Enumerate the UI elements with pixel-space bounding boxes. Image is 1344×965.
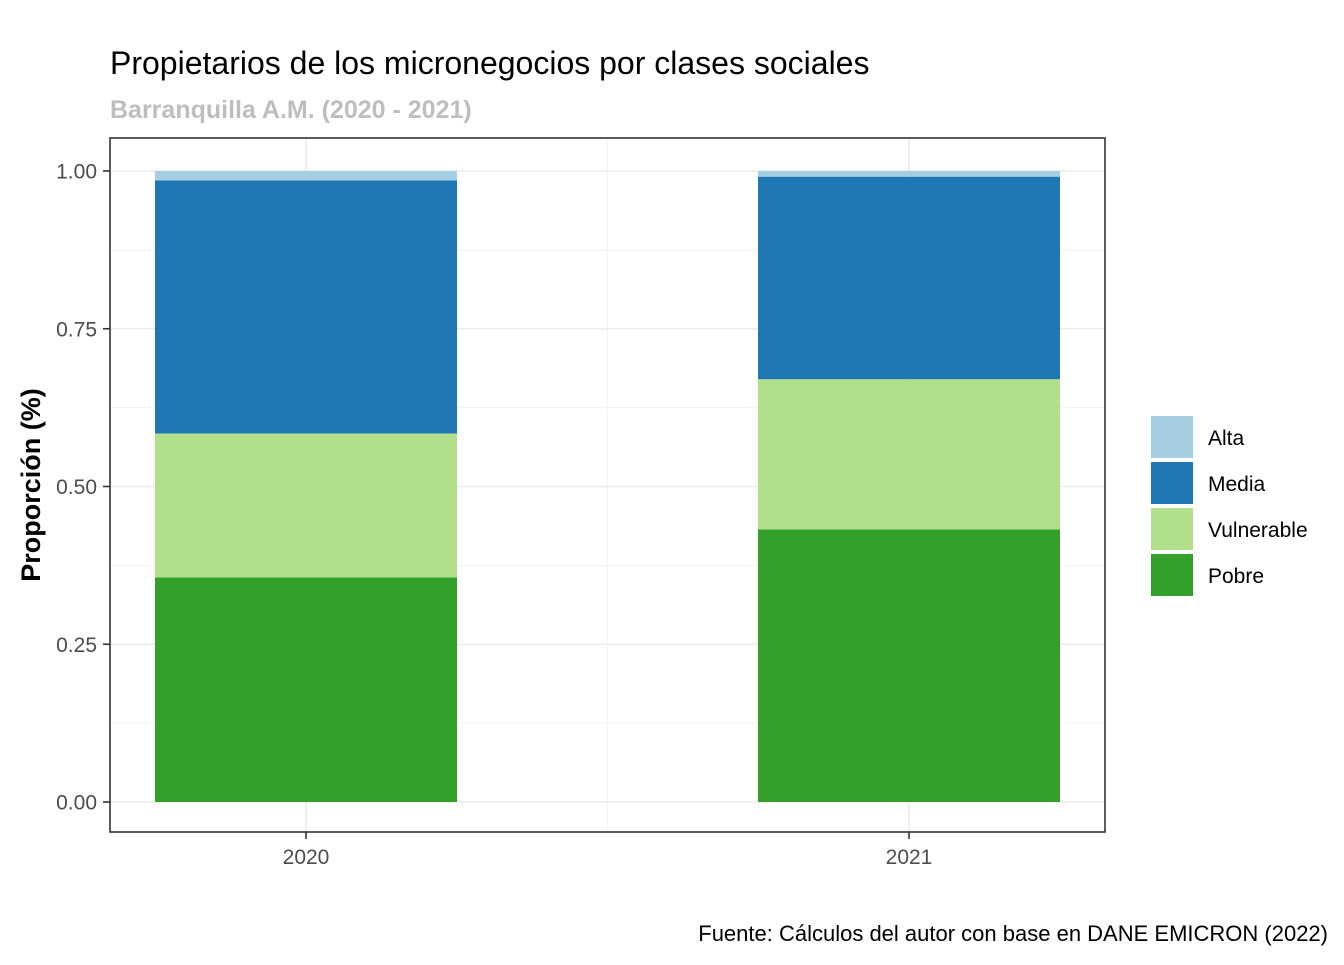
chart-caption: Fuente: Cálculos del autor con base en D… — [698, 921, 1328, 946]
y-tick-label: 0.75 — [56, 318, 97, 341]
legend-key-alta — [1151, 416, 1193, 458]
x-tick-label: 2020 — [283, 846, 330, 869]
bar-segment-vulnerable-2021 — [758, 379, 1060, 530]
legend-key-media — [1151, 462, 1193, 504]
legend-label-pobre: Pobre — [1208, 565, 1264, 588]
bar-segment-pobre-2021 — [758, 529, 1060, 802]
y-tick-label: 0.25 — [56, 634, 97, 657]
bars-layer — [155, 171, 1060, 802]
bar-segment-alta-2020 — [155, 171, 457, 181]
axes-layer: 0.00 0.25 0.50 0.75 1.00 2020 2021 — [56, 161, 932, 870]
legend-key-pobre — [1151, 554, 1193, 596]
legend-label-media: Media — [1208, 473, 1266, 496]
legend-key-vulnerable — [1151, 508, 1193, 550]
bar-segment-pobre-2020 — [155, 577, 457, 802]
bar-segment-media-2020 — [155, 180, 457, 434]
y-axis-label: Proporción (%) — [16, 388, 46, 582]
bar-segment-media-2021 — [758, 176, 1060, 380]
legend: Alta Media Vulnerable Pobre — [1151, 416, 1308, 596]
y-tick-label: 1.00 — [56, 161, 97, 184]
chart-subtitle: Barranquilla A.M. (2020 - 2021) — [110, 96, 472, 124]
y-tick-label: 0.50 — [56, 476, 97, 499]
panel-border — [109, 137, 1106, 833]
legend-label-alta: Alta — [1208, 427, 1245, 450]
chart-title: Propietarios de los micronegocios por cl… — [110, 45, 869, 81]
legend-label-vulnerable: Vulnerable — [1208, 519, 1308, 542]
x-tick-label: 2021 — [886, 846, 933, 869]
y-tick-label: 0.00 — [56, 792, 97, 815]
bar-segment-vulnerable-2020 — [155, 433, 457, 578]
bar-segment-alta-2021 — [758, 171, 1060, 177]
